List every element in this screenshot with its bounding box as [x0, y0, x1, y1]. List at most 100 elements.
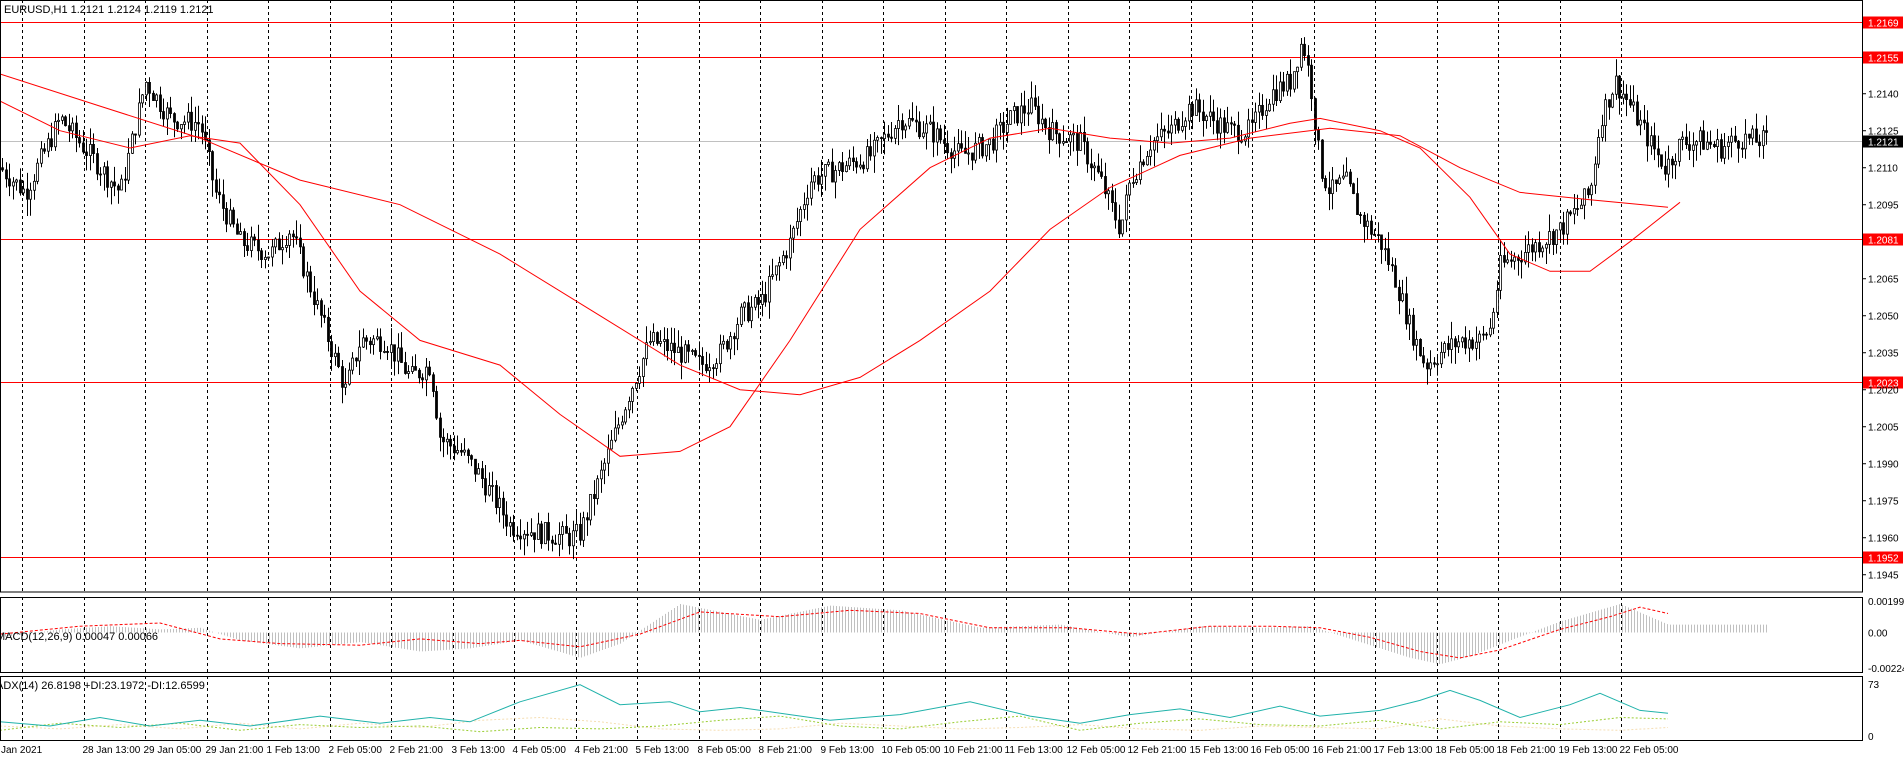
candle-body [596, 478, 599, 500]
candle-body [999, 121, 1002, 126]
candle-body [775, 265, 778, 276]
candle-body [901, 120, 904, 131]
candle-body [855, 161, 858, 168]
candle-body [1552, 231, 1555, 245]
candle-body [407, 371, 410, 374]
candle-body [1251, 119, 1254, 123]
candle-body [782, 255, 785, 263]
candle-body [1517, 256, 1520, 261]
candle-body [610, 439, 613, 450]
candle-body [817, 175, 820, 185]
candle-body [670, 342, 673, 352]
candle-body [1265, 110, 1268, 116]
candle-body [176, 121, 179, 130]
candle-body [785, 255, 788, 259]
candle-body [1349, 171, 1352, 185]
candle-body [484, 478, 487, 496]
candle-body [1065, 141, 1068, 143]
candle-body [533, 532, 536, 540]
candle-body [1328, 187, 1331, 195]
candle-body [1727, 141, 1730, 147]
candle-body [5, 169, 8, 180]
adx-tick-label: 73 [1868, 680, 1880, 691]
candle-body [1674, 160, 1677, 166]
candle-body [1398, 286, 1401, 302]
candle-body [1762, 130, 1765, 147]
candle-body [463, 449, 466, 453]
candle-body [1520, 260, 1523, 263]
candle-body [1664, 165, 1667, 175]
candle-body [1286, 73, 1289, 92]
candle-body [554, 542, 557, 545]
adx-tick-label: 0 [1868, 732, 1874, 743]
candle-body [1216, 120, 1219, 134]
time-label: 28 Jan 13:00 [83, 745, 141, 756]
candle-body [1363, 214, 1366, 227]
candle-body [218, 191, 221, 196]
candle-body [1013, 106, 1016, 112]
candle-body [565, 526, 568, 534]
candle-body [1391, 264, 1394, 267]
candle-body [1464, 337, 1467, 349]
candle-body [379, 336, 382, 352]
candle-body [1205, 115, 1208, 122]
candle-body [1090, 163, 1093, 169]
candle-body [1083, 131, 1086, 143]
candle-body [1030, 97, 1033, 114]
candle-body [1524, 252, 1527, 263]
price-tick-label: 1.2035 [1868, 349, 1899, 360]
candle-body [456, 450, 459, 454]
candle-body [103, 166, 106, 175]
level-tag-label: 1.2023 [1868, 379, 1899, 390]
candle-body [1356, 193, 1359, 215]
candle-body [239, 231, 242, 235]
symbol-title: EURUSD,H1 1.2121 1.2124 1.2119 1.2121 [4, 4, 214, 16]
candle-body [1657, 148, 1660, 156]
candle-body [334, 352, 337, 358]
candle-body [1174, 118, 1177, 126]
candle-body [568, 532, 571, 547]
candle-body [89, 143, 92, 156]
candle-body [1006, 123, 1009, 133]
candle-body [589, 494, 592, 521]
candle-body [915, 119, 918, 123]
candle-body [1051, 122, 1054, 141]
candle-body [1639, 119, 1642, 126]
candle-body [1457, 341, 1460, 348]
candle-body [124, 178, 127, 181]
candle-body [876, 137, 879, 141]
candle-body [1114, 202, 1117, 221]
candle-body [386, 351, 389, 353]
candle-body [1149, 149, 1152, 157]
candle-body [1737, 140, 1740, 149]
candle-body [719, 343, 722, 365]
level-tag-label: 1.1952 [1868, 554, 1899, 565]
candle-body [575, 523, 578, 532]
candle-body [162, 111, 165, 120]
candle-body [12, 181, 15, 187]
candle-body [1247, 119, 1250, 138]
candle-body [306, 271, 309, 277]
candle-body [1219, 117, 1222, 134]
candle-body [29, 189, 32, 200]
candle-body [1695, 141, 1698, 146]
candle-body [722, 340, 725, 345]
candle-body [715, 363, 718, 369]
candle-body [960, 143, 963, 149]
candle-body [344, 383, 347, 388]
candle-body [1324, 178, 1327, 189]
candle-body [1433, 362, 1436, 365]
candle-body [1604, 99, 1607, 127]
candle-body [509, 522, 512, 527]
candle-body [50, 138, 53, 148]
candle-body [971, 152, 974, 161]
candle-body [873, 139, 876, 157]
candle-body [47, 138, 50, 152]
candle-body [1377, 234, 1380, 236]
candle-body [813, 175, 816, 183]
candle-body [747, 302, 750, 322]
candle-body [1671, 158, 1674, 166]
candle-body [1499, 255, 1502, 291]
time-label: 19 Feb 13:00 [1559, 745, 1618, 756]
